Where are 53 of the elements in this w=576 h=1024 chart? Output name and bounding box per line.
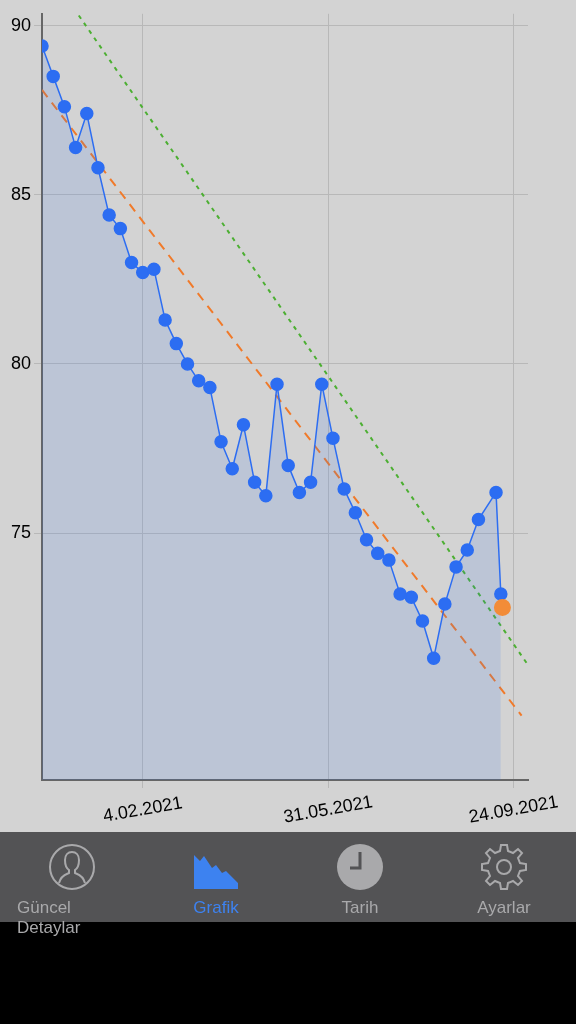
point (494, 587, 508, 601)
point (68, 140, 83, 155)
point (292, 485, 307, 500)
point (337, 482, 351, 496)
point (326, 431, 340, 446)
point (471, 512, 486, 527)
point (57, 100, 72, 114)
x-tick-label: 4.02.2021 (101, 792, 184, 826)
point (393, 587, 407, 601)
point (259, 489, 273, 503)
y-tick-label: 80 (10, 352, 32, 373)
point (281, 458, 295, 473)
point (147, 262, 161, 276)
point (46, 69, 60, 84)
point (303, 475, 318, 490)
point (225, 462, 240, 476)
point (169, 336, 184, 351)
point (124, 255, 139, 270)
point (426, 651, 441, 665)
point (348, 506, 363, 520)
point (415, 614, 430, 628)
point (359, 533, 374, 547)
text: Ayarlar (477, 898, 531, 918)
point (382, 553, 396, 567)
point (102, 208, 116, 222)
point (135, 265, 150, 280)
point (404, 590, 419, 605)
y-tick-label: 75 (10, 522, 32, 543)
point (438, 597, 452, 611)
x-tick-label: 24.09.2021 (467, 791, 560, 827)
point (270, 377, 284, 391)
point (113, 221, 128, 236)
point (489, 485, 503, 500)
point (80, 106, 94, 121)
point (191, 374, 206, 388)
point (180, 357, 195, 371)
point (370, 546, 385, 561)
point (91, 160, 105, 175)
point (203, 380, 217, 395)
y-tick-label: 85 (10, 183, 32, 204)
text: Tarih (341, 898, 379, 918)
point (460, 543, 474, 557)
x-tick-label: 31.05.2021 (281, 791, 375, 827)
point (214, 434, 228, 449)
text: Grafik (193, 898, 239, 918)
point (315, 377, 329, 391)
point (158, 313, 172, 327)
y-tick-label: 90 (10, 14, 32, 35)
point (449, 560, 463, 574)
text: Güncel Detaylar (17, 898, 82, 938)
point (247, 475, 262, 490)
point (236, 418, 251, 432)
point (493, 598, 511, 616)
